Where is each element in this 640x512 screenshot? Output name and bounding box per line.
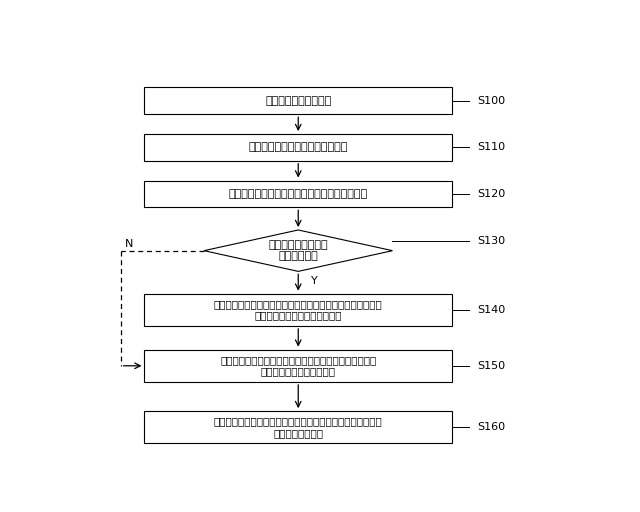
Text: S140: S140 — [477, 305, 505, 315]
Text: 第１および第２電力使用量を分離: 第１および第２電力使用量を分離 — [248, 142, 348, 153]
FancyBboxPatch shape — [145, 88, 452, 114]
Polygon shape — [204, 230, 392, 271]
Text: Y: Y — [310, 275, 317, 286]
FancyBboxPatch shape — [145, 134, 452, 161]
Text: 予め定められた要因に対する第１予測値を提供: 予め定められた要因に対する第１予測値を提供 — [228, 189, 368, 199]
Text: S130: S130 — [477, 236, 505, 246]
FancyBboxPatch shape — [145, 181, 452, 207]
FancyBboxPatch shape — [145, 294, 452, 326]
Text: S160: S160 — [477, 422, 505, 432]
Text: S120: S120 — [477, 189, 505, 199]
Text: S150: S150 — [477, 361, 505, 371]
FancyBboxPatch shape — [145, 411, 452, 443]
Text: 電力使用目標量と第１および第２電力使用予測量を考慮して
ガイド情報を提供: 電力使用目標量と第１および第２電力使用予測量を考慮して ガイド情報を提供 — [214, 416, 383, 438]
Text: 第１予測値に対して
補正が必要？: 第１予測値に対して 補正が必要？ — [268, 240, 328, 262]
Text: 電力使用目標量を提供: 電力使用目標量を提供 — [265, 96, 332, 106]
Text: S100: S100 — [477, 96, 505, 106]
Text: N: N — [125, 239, 133, 249]
FancyBboxPatch shape — [145, 350, 452, 382]
Text: S110: S110 — [477, 142, 505, 153]
Text: 補正によって予め定められた要因に対する第２予測値の生成
および第１予測値に対する補正: 補正によって予め定められた要因に対する第２予測値の生成 および第１予測値に対する… — [214, 299, 383, 321]
Text: 予め定められた要因に対する予測値を用いて第１および
第２電力使用予測量を計算: 予め定められた要因に対する予測値を用いて第１および 第２電力使用予測量を計算 — [220, 355, 376, 377]
